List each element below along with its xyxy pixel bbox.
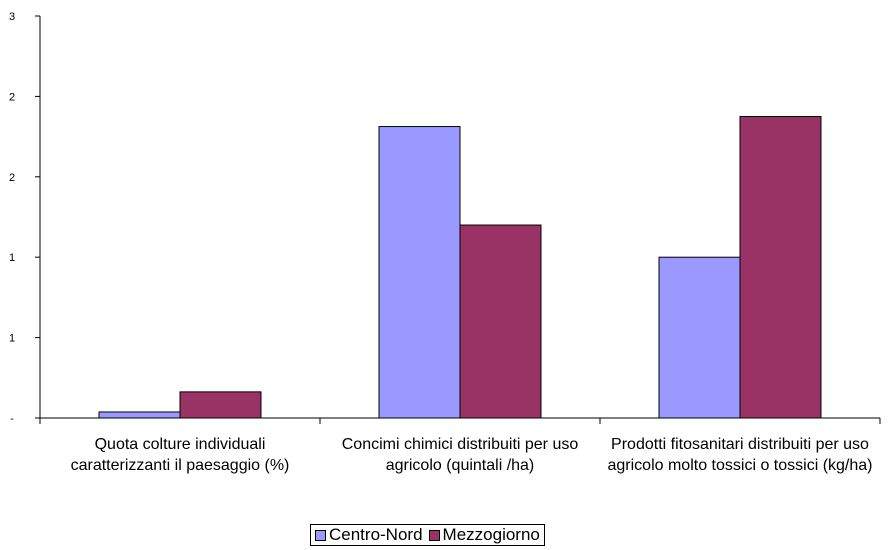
bar-centro-nord	[658, 256, 741, 419]
legend-swatch	[428, 529, 440, 541]
y-tick-label: -	[10, 413, 14, 425]
bar-centro-nord	[98, 411, 181, 419]
bar-chart: - 1 1 2 2 3	[9, 11, 881, 425]
legend-item: Centro-Nord	[315, 525, 423, 545]
legend-label: Centro-Nord	[329, 525, 423, 544]
legend-item: Mezzogiorno	[428, 525, 540, 545]
bar-mezzogiorno	[459, 224, 542, 419]
y-tick-label: 1	[9, 333, 15, 345]
x-category-label: Prodotti fitosanitari distribuiti per us…	[607, 436, 873, 474]
x-category-label: Quota colture individuali caratterizzant…	[70, 436, 290, 474]
bar-centro-nord	[378, 126, 461, 419]
y-tick-label: 3	[9, 11, 15, 23]
x-category-label: Concimi chimici distribuiti per uso agri…	[341, 436, 579, 474]
bar-mezzogiorno	[739, 116, 822, 419]
y-tick-label: 2	[9, 91, 15, 103]
bar-mezzogiorno	[179, 391, 262, 419]
bars	[98, 116, 822, 419]
y-tick-label: 2	[9, 172, 15, 184]
legend: Centro-Nord Mezzogiorno	[310, 524, 545, 546]
legend-swatch	[315, 529, 326, 541]
y-tick-label: 1	[9, 252, 15, 264]
y-axis-ticks: - 1 1 2 2 3	[9, 11, 40, 425]
legend-label: Mezzogiorno	[442, 525, 540, 544]
